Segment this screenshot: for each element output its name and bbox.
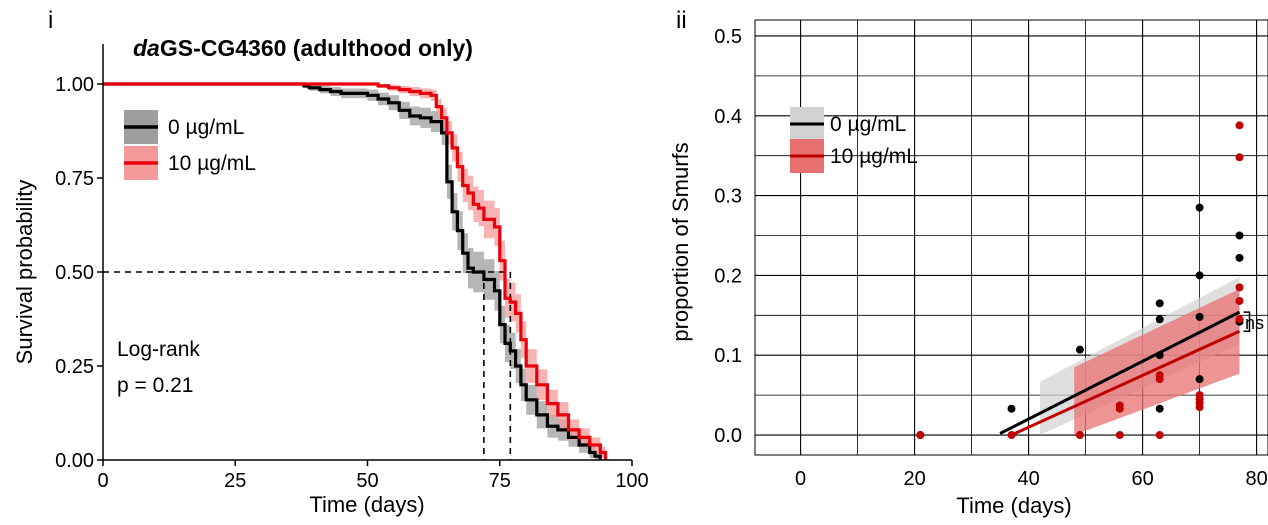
fit-ribbon-1 (1074, 288, 1240, 436)
legend-label-1: 10 µg/mL (168, 152, 256, 175)
logrank-label: Log-rank (117, 338, 200, 361)
y-tick-label-i-0: 0.00 (55, 450, 94, 472)
panel-label-ii: ii (676, 7, 687, 34)
survival-curve-0 (103, 82, 602, 460)
ns-bracket: ns (1243, 311, 1264, 333)
panel-i: i daGS-CG4360 (adulthood only) 0 25 50 75 10… (12, 7, 649, 517)
panel-label-i: i (48, 7, 53, 34)
axes-i: 0 25 50 75 100 0.00 0.25 0.50 0.75 1.00 (55, 44, 649, 492)
survival-ribbons (103, 84, 606, 460)
x-tick-label-ii-4: 80 (1245, 468, 1267, 490)
fit-line-1 (1010, 329, 1241, 437)
ci-ribbon-0 (103, 84, 601, 460)
point-1-0 (916, 431, 925, 440)
ns-bracket-line (1243, 311, 1251, 333)
y-tick-label-ii-5: 0.5 (714, 26, 742, 48)
legend-label-ii-1: 10 µg/mL (830, 145, 918, 168)
y-axis-title-ii: proportion of Smurfs (668, 142, 693, 341)
x-tick-label-i-1: 25 (224, 470, 246, 492)
pvalue-label: p = 0.21 (117, 374, 193, 397)
y-tick-label-ii-1: 0.1 (714, 345, 742, 367)
point-1-15 (1235, 283, 1244, 292)
fit-lines (999, 310, 1241, 437)
x-tick-label-ii-1: 20 (903, 468, 925, 490)
y-tick-label-ii-2: 0.2 (714, 265, 742, 287)
scatter-points (916, 121, 1244, 440)
chart-title-i: daGS-CG4360 (adulthood only) (133, 35, 473, 61)
y-tick-label-i-3: 0.75 (55, 168, 94, 190)
axes-ii: 0 20 40 60 80 0.0 0.1 0.2 0.3 0.4 0.5 (714, 26, 1268, 490)
x-tick-label-i-4: 100 (615, 470, 648, 492)
survival-curves (103, 82, 608, 460)
title-italic-part: da (133, 35, 160, 61)
y-tick-label-ii-3: 0.3 (714, 186, 742, 208)
point-1-13 (1235, 121, 1244, 130)
x-axis-title-i: Time (days) (309, 492, 424, 517)
point-1-16 (1235, 296, 1244, 305)
fit-ribbons (1040, 277, 1240, 436)
x-tick-label-ii-3: 60 (1131, 468, 1153, 490)
point-0-8 (1195, 271, 1204, 280)
point-0-1 (1007, 404, 1016, 413)
title-rest-part: GS-CG4360 (adulthood only) (160, 35, 473, 61)
point-1-1 (1007, 431, 1016, 440)
point-0-10 (1195, 375, 1204, 384)
x-tick-label-ii-2: 40 (1017, 468, 1039, 490)
x-tick-label-ii-0: 0 (795, 468, 806, 490)
point-1-2 (1075, 431, 1084, 440)
fit-line-0 (999, 310, 1241, 435)
point-1-3 (1115, 431, 1124, 440)
panel-ii: ii 0 20 40 60 80 0.0 0.1 0.2 0.3 0.4 0.5 ns 0 µg/m… (668, 7, 1268, 518)
legend-ii: 0 µg/mL 10 µg/mL (790, 107, 918, 173)
y-tick-label-i-4: 1.00 (55, 74, 94, 96)
point-0-2 (1075, 345, 1084, 354)
point-1-17 (1235, 315, 1244, 324)
ns-label: ns (1245, 313, 1264, 333)
survival-curve-1 (103, 82, 608, 460)
point-1-5 (1115, 401, 1124, 410)
y-axis-title-i: Survival probability (12, 180, 37, 365)
legend-i: 0 µg/mL 10 µg/mL (124, 110, 256, 180)
point-0-4 (1155, 315, 1164, 324)
point-0-9 (1195, 312, 1204, 321)
legend-label-ii-0: 0 µg/mL (830, 113, 906, 136)
x-axis-title-ii: Time (days) (956, 493, 1071, 518)
point-1-6 (1155, 431, 1164, 440)
point-0-11 (1235, 231, 1244, 240)
point-1-8 (1155, 371, 1164, 380)
point-1-12 (1195, 391, 1204, 400)
point-0-6 (1155, 404, 1164, 413)
y-tick-label-i-2: 0.50 (55, 262, 94, 284)
x-tick-label-i-3: 75 (489, 470, 511, 492)
legend-label-0: 0 µg/mL (168, 116, 244, 139)
x-tick-label-i-0: 0 (97, 470, 108, 492)
x-tick-label-i-2: 50 (356, 470, 378, 492)
point-0-5 (1155, 351, 1164, 360)
point-0-7 (1195, 203, 1204, 212)
y-tick-label-ii-4: 0.4 (714, 106, 742, 128)
point-0-12 (1235, 253, 1244, 262)
median-survival-lines (103, 271, 512, 460)
y-tick-label-ii-0: 0.0 (714, 425, 742, 447)
point-0-3 (1155, 299, 1164, 308)
y-tick-label-i-1: 0.25 (55, 356, 94, 378)
point-1-14 (1235, 153, 1244, 162)
